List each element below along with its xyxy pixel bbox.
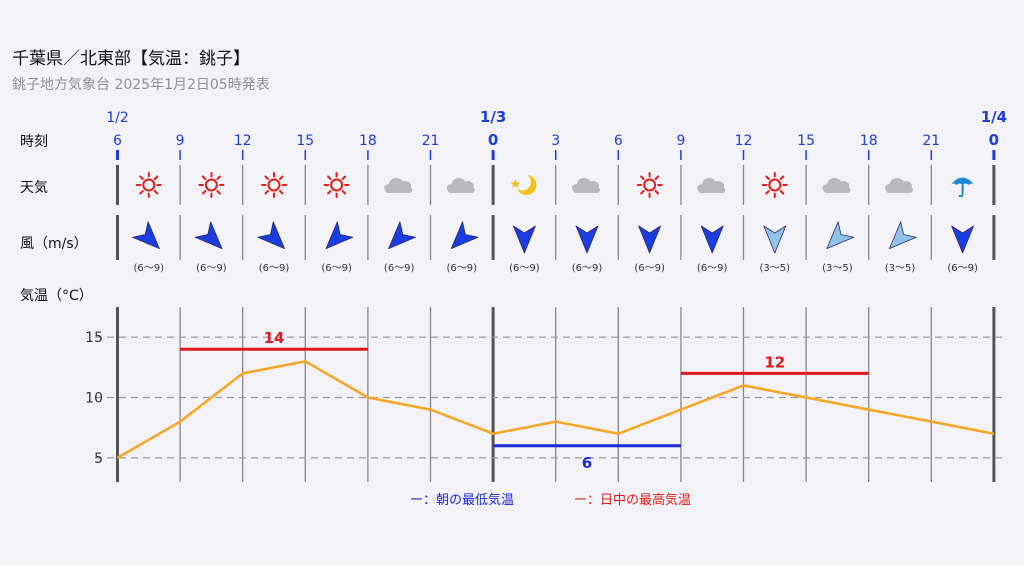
sun-icon: [261, 172, 287, 198]
wind-arrow: [763, 225, 787, 254]
hour-label: 6: [614, 133, 623, 149]
sun-icon: [761, 172, 788, 198]
hour-label: 9: [176, 133, 185, 149]
y-tick-label: 5: [94, 451, 103, 467]
cloud-icon: [697, 178, 726, 193]
moon-icon: [510, 173, 537, 195]
grid-lines: 5 10 15: [85, 150, 1005, 482]
legend-max: ー：日中の最高気温: [574, 492, 691, 508]
wind-arrow: [638, 225, 661, 254]
wind-arrow: [388, 221, 416, 250]
page-title: 千葉県／北東部【気温：銚子】: [12, 49, 250, 69]
wind-arrow: [575, 225, 599, 254]
hour-label: 9: [676, 133, 685, 149]
wind-arrow: [194, 221, 223, 250]
wind-speed-label: (6〜9): [572, 263, 603, 274]
wind-speed-label: (6〜9): [384, 263, 415, 274]
cloud-icon: [885, 178, 913, 193]
wind-arrow: [700, 225, 724, 254]
page-subtitle: 銚子地方気象台 2025年1月2日05時発表: [12, 77, 270, 93]
wind-speed-label: (3〜5): [885, 263, 916, 274]
y-tick-label: 15: [85, 330, 103, 346]
wind-row-label: 風（m/s）: [20, 236, 88, 252]
umbrella-icon: [950, 177, 975, 198]
wind-arrow: [826, 221, 855, 250]
wind-speed-label: (6〜9): [634, 263, 665, 274]
weather-row-label: 天気: [20, 180, 48, 196]
hour-label: 15: [797, 133, 815, 149]
sun-icon: [636, 172, 663, 198]
hour-label: 12: [735, 133, 753, 149]
cloud-icon: [822, 178, 851, 193]
wind-speed-label: (6〜9): [259, 263, 290, 274]
max-temp-label: 14: [264, 329, 285, 347]
hour-label: 15: [296, 133, 314, 149]
wind-speed-label: (6〜9): [447, 263, 478, 274]
wind-speed-label: (6〜9): [697, 263, 728, 274]
hour-label: 18: [860, 133, 878, 149]
wind-arrow: [513, 225, 536, 254]
wind-speed-label: (6〜9): [947, 263, 978, 274]
wind-arrow: [325, 221, 354, 250]
wind-speed-label: (6〜9): [134, 263, 165, 274]
hour-label: 6: [113, 133, 122, 149]
cloud-icon: [446, 178, 475, 193]
temp-plot: 14 12 6: [116, 329, 995, 472]
weather-icons: [135, 172, 975, 198]
date-label: 1/3: [480, 108, 506, 126]
cloud-icon: [384, 178, 413, 193]
wind-speed-label: (3〜5): [822, 263, 853, 274]
temp-row-label: 気温（°C）: [20, 288, 93, 304]
max-temp-label: 12: [764, 353, 785, 371]
sun-icon: [323, 172, 350, 198]
date-label: 1/2: [106, 110, 129, 126]
wind-arrow: [888, 221, 917, 250]
wind-speed-label: (6〜9): [196, 263, 227, 274]
min-temp-label: 6: [582, 454, 592, 472]
wind-speed-label: (3〜5): [760, 263, 791, 274]
wind-arrow: [132, 221, 160, 250]
wind-speed-label: (6〜9): [321, 263, 352, 274]
hour-label: 3: [551, 133, 560, 149]
wind-arrows: (6〜9) (6〜9) (6〜9) (6〜9) (6〜9) (6〜9) (6〜9) (6〜9)…: [132, 221, 978, 274]
time-axis: 1/2 1/3 1/4 6 9 12 15 18 21 0 3 6 9 12 15 18 21 0: [106, 108, 1007, 149]
hour-label: 21: [422, 133, 440, 149]
wind-arrow: [257, 221, 286, 250]
sun-icon: [135, 172, 162, 198]
wind-arrow: [951, 225, 974, 254]
hour-label: 0: [488, 131, 498, 149]
y-tick-label: 10: [85, 391, 103, 407]
time-row-label: 時刻: [20, 134, 48, 150]
hour-label: 21: [922, 133, 940, 149]
hour-label: 0: [989, 131, 999, 149]
wind-arrow: [450, 221, 479, 250]
wind-speed-label: (6〜9): [509, 263, 540, 274]
hour-label: 12: [234, 133, 252, 149]
hour-label: 18: [359, 133, 377, 149]
date-label: 1/4: [981, 108, 1007, 126]
cloud-icon: [572, 178, 600, 193]
sun-icon: [198, 172, 225, 198]
legend-min: ー：朝の最低気温: [410, 492, 514, 508]
